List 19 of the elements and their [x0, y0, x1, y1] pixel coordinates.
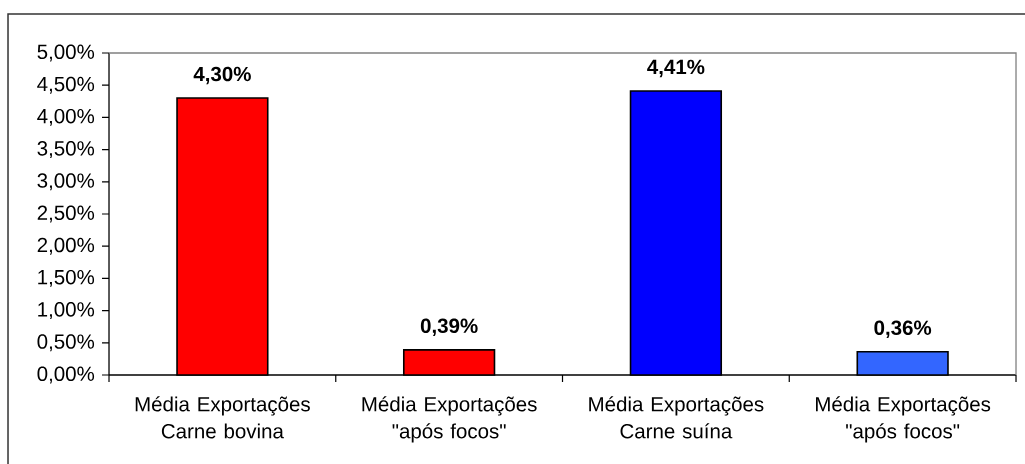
y-tick-label: 0,50% — [37, 334, 95, 352]
x-tick-label: Média Exportações Carne suína — [589, 396, 764, 439]
y-tick-label: 0,00% — [37, 366, 95, 384]
data-label: 0,39% — [420, 318, 478, 337]
y-tick-label: 3,00% — [37, 173, 95, 191]
y-tick-label: 2,50% — [37, 205, 95, 223]
y-tick-label: 1,50% — [38, 269, 95, 287]
data-label: 0,36% — [874, 320, 932, 338]
y-tick-label: 1,00% — [38, 302, 95, 320]
x-tick-label: Média Exportações Carne bovina — [135, 396, 310, 439]
data-label: 4,30% — [193, 66, 251, 85]
x-tick-label: Média Exportações "após focos" — [816, 396, 991, 443]
data-label: 4,41% — [647, 59, 705, 78]
y-tick-label: 3,50% — [37, 141, 95, 159]
x-tick-label: Média Exportações "após focos" — [362, 396, 537, 443]
y-tick-label: 4,50% — [37, 76, 95, 94]
y-tick-label: 2,00% — [37, 237, 95, 255]
y-tick-label: 5,00% — [37, 44, 95, 62]
y-tick-label: 4,00% — [37, 108, 95, 126]
